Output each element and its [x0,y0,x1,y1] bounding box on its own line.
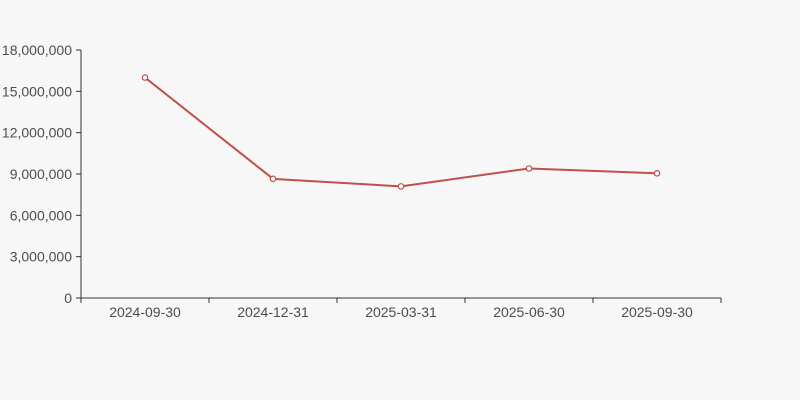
data-point-marker[interactable] [653,170,661,177]
x-axis-tick-label: 2024-12-31 [237,304,309,320]
y-axis-tick-label: 6,000,000 [10,207,72,223]
y-axis-tick-label: 12,000,000 [2,125,72,141]
data-point-marker[interactable] [525,165,533,172]
x-axis-tick-label: 2024-09-30 [109,304,181,320]
series-line [144,76,658,188]
y-axis-tick-label: 18,000,000 [2,42,72,58]
y-axis-tick-label: 3,000,000 [10,249,72,265]
x-axis-tick-label: 2025-06-30 [493,304,565,320]
data-point-marker[interactable] [269,175,277,183]
x-axis-tick-label: 2025-09-30 [621,304,693,320]
y-axis-tick-label: 9,000,000 [10,166,72,182]
data-point-marker[interactable] [397,183,405,190]
data-point-marker[interactable] [141,74,149,81]
x-axis-tick-label: 2025-03-31 [365,304,437,320]
y-axis-tick-label: 15,000,000 [2,83,72,99]
y-axis-tick-label: 0 [64,290,72,306]
